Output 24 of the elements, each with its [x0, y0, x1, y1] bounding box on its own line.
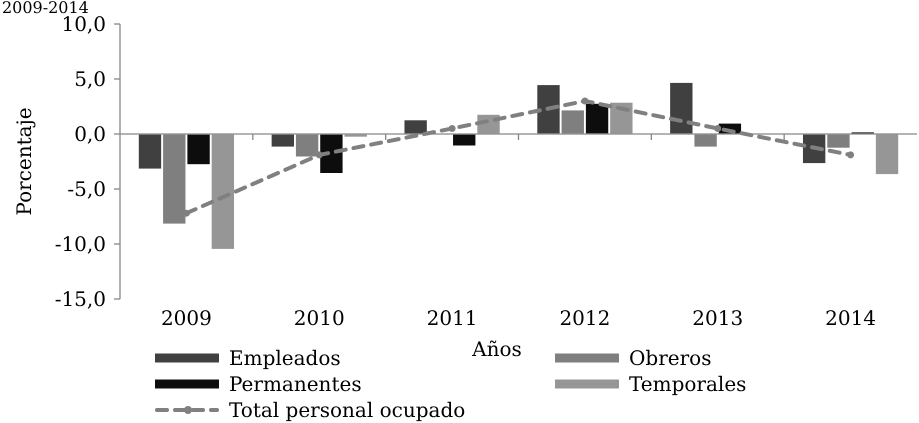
x-tick-label: 2010	[294, 306, 345, 330]
legend-label: Total personal ocupado	[229, 398, 466, 422]
x-tick-label: 2009	[160, 306, 212, 330]
point	[581, 98, 588, 104]
legend-label: Permanentes	[229, 372, 362, 396]
x-tick-label: 2011	[426, 306, 478, 330]
y-tick-label: -10,0	[54, 232, 106, 256]
point	[316, 151, 323, 158]
legend-label: Obreros	[629, 346, 712, 370]
y-tick-label: -5,0	[67, 177, 106, 201]
x-tick-label: 2013	[692, 306, 744, 330]
y-tick-label: 5,0	[74, 67, 106, 91]
x-tick-label: 2012	[559, 306, 610, 330]
point	[847, 151, 854, 158]
x-tick-label: 2014	[825, 306, 876, 330]
point	[714, 125, 722, 132]
y-tick-label: 0,0	[74, 122, 106, 146]
legend-label: Empleados	[229, 346, 341, 370]
y-axis-title: Porcentaje	[12, 107, 36, 216]
point	[448, 125, 456, 132]
x-axis-title: Años	[471, 337, 522, 361]
y-tick-label: -15,0	[54, 287, 106, 311]
legend-label: Temporales	[629, 372, 746, 396]
bar	[403, 119, 428, 135]
